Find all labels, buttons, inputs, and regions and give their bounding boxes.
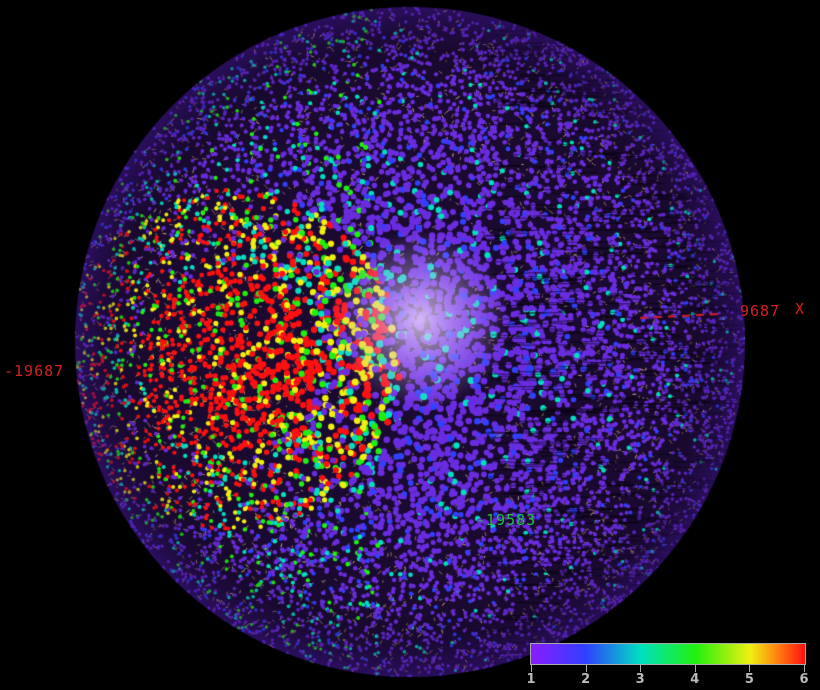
colorbar-tick	[640, 664, 642, 672]
x-min-label: -19687	[4, 362, 65, 380]
x-axis-name: X	[795, 300, 806, 318]
colorbar-tick-label: 1	[526, 672, 536, 687]
color-scale-bar	[530, 643, 806, 665]
colorbar-tick-label: 6	[799, 672, 809, 687]
colorbar-tick-label: 2	[581, 672, 591, 687]
colorbar-tick	[585, 664, 587, 672]
x-max-label: 9687	[740, 302, 781, 320]
colorbar-tick-label: 3	[635, 672, 645, 687]
colorbar-tick	[531, 664, 532, 672]
y-value-label: -19583	[476, 511, 537, 529]
colorbar-tick	[804, 664, 805, 672]
colorbar-tick	[694, 664, 696, 672]
colorbar-tick	[749, 664, 751, 672]
colorbar-tick-label: 4	[690, 672, 700, 687]
colorbar-tick-label: 5	[744, 672, 754, 687]
